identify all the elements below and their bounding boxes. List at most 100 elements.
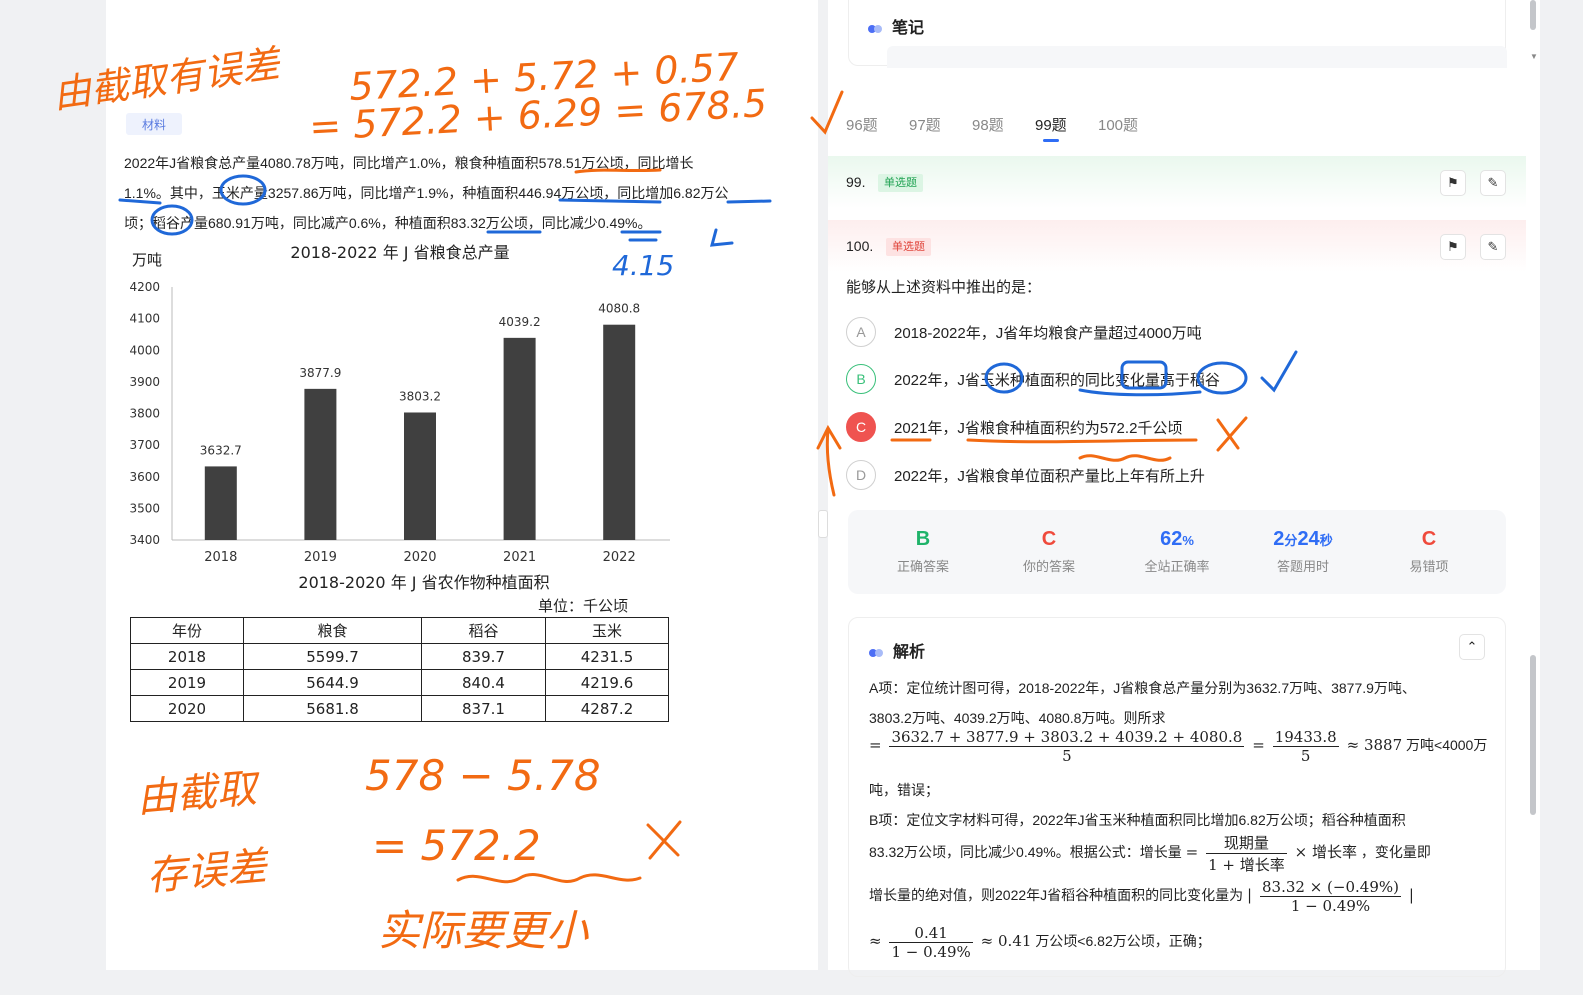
question-number: 99. [846, 174, 866, 190]
question-row-99[interactable]: 99. 单选题 ⚑ ✎ [828, 156, 1526, 208]
table-row: 2020 5681.8 837.1 4287.2 [130, 695, 669, 722]
analysis-line: A项：定位统计图可得，2018-2022年，J省粮食总产量分别为3632.7万吨… [869, 680, 1416, 696]
question-tabs: 96题 97题 98题 99题 100题 [846, 114, 1161, 142]
eq-sign: = [869, 736, 882, 755]
section-dot-icon [868, 24, 884, 34]
bar-chart-area: 万吨 2018-2022 年 J 省粮食总产量 3400 3500 3600 3700… [106, 234, 818, 574]
table-cell: 2019 [130, 669, 244, 696]
table-cell: 4231.5 [545, 643, 669, 670]
stat-time: 2分24秒 答题用时 [1240, 528, 1366, 575]
table-cell: 2018 [130, 643, 244, 670]
bar [503, 337, 536, 540]
eq-sign: = [1185, 843, 1199, 862]
question-type-badge: 单选题 [886, 238, 931, 256]
x-tick-label: 2020 [403, 550, 436, 565]
tab-q98[interactable]: 98题 [972, 117, 1004, 134]
notes-title-text: 笔记 [892, 20, 925, 37]
y-tick-label: 4100 [129, 312, 160, 326]
pin-icon[interactable]: ⚑ [1440, 170, 1466, 196]
material-line: 2022年J省粮食总产量4080.78万吨，同比增产1.0%，粮食种植面积578… [124, 155, 694, 171]
x-tick-label: 2021 [503, 550, 536, 565]
panel-resize-handle[interactable] [818, 510, 828, 538]
rate-number: 62 [1160, 528, 1183, 550]
option-text: 2021年，J省粮食种植面积约为572.2千公顷 [894, 419, 1183, 437]
option-b[interactable]: B 2022年，J省玉米种植面积的同比变化量高于稻谷 [846, 363, 1220, 395]
option-letter: B [846, 364, 876, 394]
material-panel: 材料 2022年J省粮食总产量4080.78万吨，同比增产1.0%，粮食种植面积… [106, 0, 818, 970]
approx-value: ≈ 3887 [1346, 736, 1403, 755]
scroll-down-icon[interactable]: ▼ [1530, 52, 1538, 61]
table-header: 粮食 [243, 617, 422, 644]
analysis-line: 3803.2万吨、4039.2万吨、4080.8万吨。则所求 [869, 710, 1166, 726]
chart-title: 2018-2022 年 J 省粮食总产量 [290, 243, 510, 262]
section-dot-icon [869, 648, 885, 658]
stat-your-answer: C 你的答案 [986, 528, 1112, 575]
fraction: 0.41 1 − 0.49% [889, 924, 973, 961]
pin-icon[interactable]: ⚑ [1440, 234, 1466, 260]
analysis-text: × 增长率 [1294, 843, 1357, 862]
table-cell: 5644.9 [243, 669, 422, 696]
fraction: 3632.7 + 3877.9 + 3803.2 + 4039.2 + 4080… [889, 728, 1245, 765]
edit-icon[interactable]: ✎ [1480, 234, 1506, 260]
option-c[interactable]: C 2021年，J省粮食种植面积约为572.2千公顷 [846, 411, 1182, 443]
notes-input[interactable] [887, 46, 1507, 68]
abs-bar: | [1408, 886, 1414, 905]
table-unit: 单位：千公顷 [538, 597, 629, 615]
table-cell: 5599.7 [243, 643, 422, 670]
time-sec-unit: 秒 [1319, 533, 1333, 548]
tab-q96[interactable]: 96题 [846, 117, 878, 134]
tab-q99[interactable]: 99题 [1035, 114, 1098, 142]
analysis-formula: = 3632.7 + 3877.9 + 3803.2 + 4039.2 + 40… [869, 728, 1487, 765]
notes-card [848, 0, 1507, 68]
fraction: 19433.8 5 [1272, 728, 1339, 765]
y-tick-label: 3600 [129, 470, 160, 484]
table-cell: 5681.8 [243, 695, 422, 722]
fraction: 83.32 × (−0.49%) 1 − 0.49% [1260, 878, 1401, 915]
rate-suffix: % [1182, 533, 1194, 548]
eq-sign: = [1252, 736, 1265, 755]
y-tick-label: 3700 [129, 438, 160, 452]
option-text: 2022年，J省玉米种植面积的同比变化量高于稻谷 [894, 371, 1220, 389]
stat-accuracy: 62% 全站正确率 [1114, 528, 1240, 575]
stat-label: 你的答案 [1022, 559, 1075, 574]
chevron-up-icon[interactable]: ⌃ [1459, 634, 1485, 660]
option-a[interactable]: A 2018-2022年，J省年均粮食产量超过4000万吨 [846, 316, 1202, 348]
table-row: 2019 5644.9 840.4 4219.6 [130, 669, 669, 696]
bar [404, 412, 436, 540]
table-cell: 839.7 [421, 643, 546, 670]
table-header: 年份 [130, 617, 244, 644]
option-letter: C [846, 412, 876, 442]
tab-q97[interactable]: 97题 [909, 117, 941, 134]
table-header: 稻谷 [421, 617, 546, 644]
table-cell: 2020 [130, 695, 244, 722]
analysis-scrollbar-thumb[interactable] [1530, 655, 1536, 815]
bar [304, 388, 337, 540]
analysis-formula: 83.32万公顷，同比减少0.49%。根据公式：增长量 = 现期量 1 + 增长率… [869, 832, 1431, 875]
material-line: 1.1%。其中，玉米产量3257.86万吨，同比增产1.9%，种植面积446.9… [124, 185, 729, 201]
scrollbar-thumb[interactable] [1530, 0, 1536, 30]
stat-label: 全站正确率 [1144, 559, 1210, 574]
table-cell: 840.4 [421, 669, 546, 696]
bar-chart: 3400 3500 3600 3700 3800 3900 4000 4100 4200 3632… [129, 280, 670, 565]
option-text: 2022年，J省粮食单位面积产量比上年有所上升 [894, 467, 1205, 485]
stat-label: 答题用时 [1276, 559, 1329, 574]
data-label: 4080.8 [598, 302, 640, 316]
stat-value: C [1041, 528, 1057, 550]
question-type-badge: 单选题 [878, 174, 923, 192]
notes-title: 笔记 [868, 14, 924, 38]
option-d[interactable]: D 2022年，J省粮食单位面积产量比上年有所上升 [846, 459, 1205, 491]
data-label: 3803.2 [399, 389, 441, 403]
option-text: 2018-2022年，J省年均粮食产量超过4000万吨 [894, 324, 1202, 342]
x-tick-label: 2019 [304, 550, 337, 565]
approx-sign: ≈ [869, 932, 882, 951]
option-letter: D [846, 460, 876, 490]
tab-q100[interactable]: 100题 [1098, 117, 1139, 134]
page-scrollbar[interactable] [1541, 0, 1553, 970]
edit-icon[interactable]: ✎ [1480, 170, 1506, 196]
question-row-100[interactable]: 100. 单选题 ⚑ ✎ [828, 220, 1526, 272]
abs-bar: | [1247, 886, 1253, 905]
analysis-line: B项：定位文字材料可得，2022年J省玉米种植面积同比增加6.82万公顷；稻谷种… [869, 812, 1406, 828]
stat-value: B [915, 528, 931, 550]
analysis-title: 解析 [869, 638, 925, 662]
question-stem: 能够从上述资料中推出的是： [846, 279, 1042, 296]
